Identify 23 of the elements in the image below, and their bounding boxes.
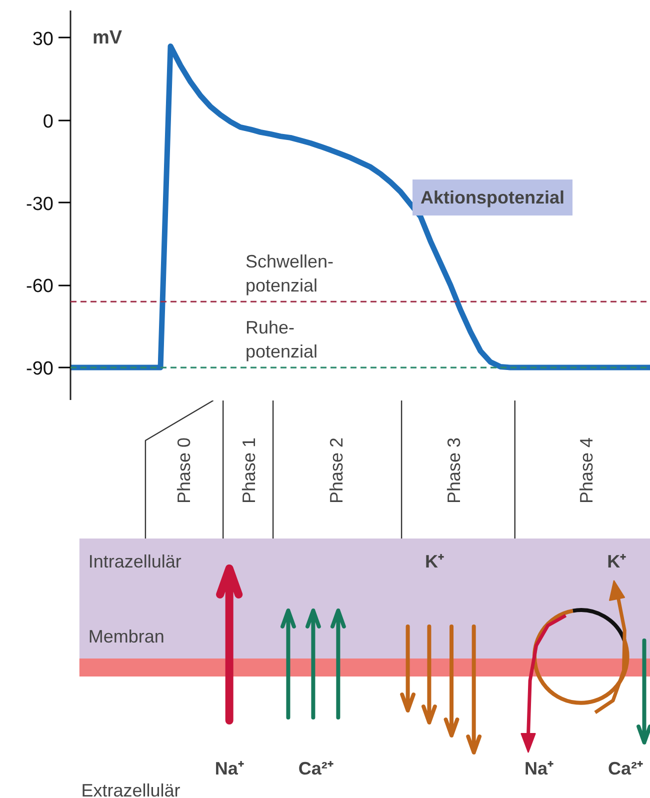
y-tick-label: -90 — [26, 358, 54, 380]
text: Na⁺ — [524, 758, 554, 778]
y-tick-label: 30 — [32, 28, 54, 50]
text: K⁺ — [425, 552, 444, 572]
series-label: Aktionspotenzial — [420, 188, 565, 208]
ref-line-label: Ruhe- potenzial — [246, 318, 318, 362]
y-tick-label: -60 — [26, 276, 54, 298]
text: Phase 3 — [444, 437, 464, 504]
text: Phase 0 — [174, 437, 194, 504]
y-tick-label: -30 — [26, 194, 54, 215]
y-axis-title: mV — [92, 28, 122, 48]
y-tick-label: 0 — [42, 111, 54, 132]
text: Phase 1 — [238, 437, 259, 504]
ref-line-label: Schwellen- potenzial — [246, 252, 334, 296]
text: Ca²⁺ — [298, 758, 334, 778]
text: Extrazellulär — [81, 780, 180, 798]
text: K⁺ — [607, 552, 626, 572]
text: Phase 2 — [326, 437, 346, 504]
text: Ca²⁺ — [608, 758, 644, 778]
text: Intrazellulär — [88, 552, 182, 572]
text: Phase 4 — [576, 437, 596, 504]
text: Membran — [88, 626, 164, 646]
text: Na⁺ — [214, 758, 244, 778]
